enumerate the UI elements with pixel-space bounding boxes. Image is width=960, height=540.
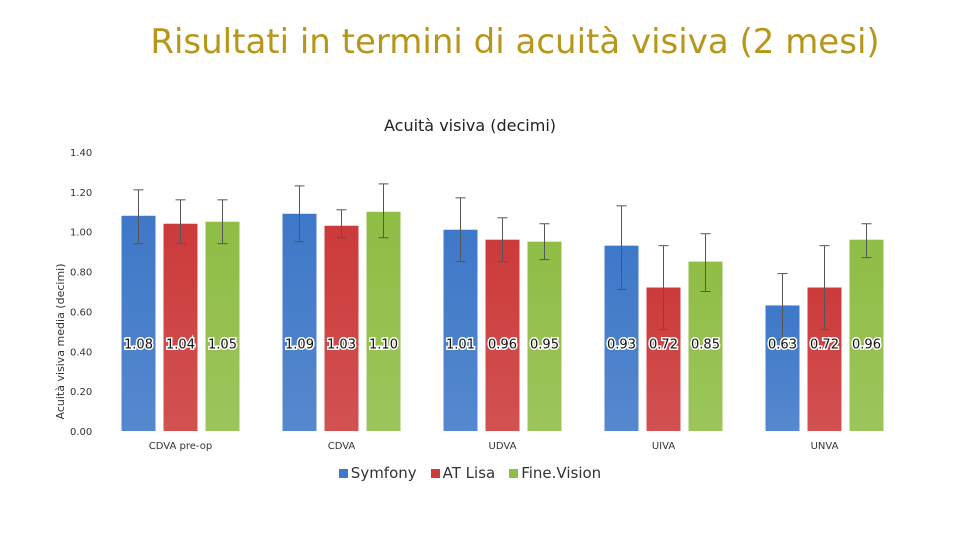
bar-fine-vision (849, 239, 884, 431)
x-category-label: UIVA (652, 441, 675, 452)
data-label: 0.72 (649, 337, 678, 352)
legend-label-at-lisa: AT Lisa (442, 464, 496, 482)
y-tick-label: 0.80 (70, 268, 92, 279)
data-label: 1.10 (369, 337, 398, 352)
y-tick-label: 0.00 (70, 427, 92, 438)
data-label: 0.63 (768, 337, 797, 352)
data-label: 1.05 (208, 337, 237, 352)
bar-symfony (443, 229, 478, 431)
y-tick-label: 1.20 (70, 188, 92, 199)
x-category-label: CDVA (328, 441, 356, 452)
chart-title: Acuità visiva (decimi) (383, 116, 557, 135)
legend-item-symfony: Symfony (338, 464, 417, 482)
data-label: 0.95 (530, 337, 559, 352)
y-tick-label: 0.60 (70, 307, 92, 318)
data-label: 1.01 (446, 337, 475, 352)
y-tick-label: 0.20 (70, 387, 92, 398)
slide-title: Risultati in termini di acuità visiva (2… (150, 22, 880, 62)
bar-symfony (282, 213, 317, 431)
y-tick-label: 0.40 (70, 347, 92, 358)
bar-fine-vision (527, 241, 562, 431)
data-label: 0.96 (852, 337, 881, 352)
bar-symfony (121, 215, 156, 431)
bar-at-lisa (485, 239, 520, 431)
data-label: 0.72 (810, 337, 839, 352)
data-label: 1.08 (124, 337, 153, 352)
bar-fine-vision (366, 211, 401, 431)
x-category-label: CDVA pre-op (149, 441, 212, 452)
legend-item-fine-vision: Fine.Vision (509, 464, 601, 482)
bar-at-lisa (324, 225, 359, 431)
data-label: 1.04 (166, 337, 195, 352)
data-label: 0.96 (488, 337, 517, 352)
x-category-label: UNVA (811, 441, 839, 452)
data-label: 1.09 (285, 337, 314, 352)
legend-label-symfony: Symfony (350, 464, 417, 482)
data-label: 1.03 (327, 337, 356, 352)
data-label: 0.93 (607, 337, 636, 352)
y-axis-title: Acuità visiva media (decimi) (54, 263, 67, 419)
y-tick-label: 1.00 (70, 228, 92, 239)
bar-at-lisa (163, 223, 198, 431)
legend-swatch-symfony (338, 468, 348, 478)
y-tick-label: 1.40 (70, 148, 92, 159)
chart-legend: Symfony AT Lisa Fine.Vision (0, 464, 940, 482)
bar-fine-vision (205, 221, 240, 431)
legend-swatch-at-lisa (430, 468, 440, 478)
x-category-label: UDVA (489, 441, 517, 452)
legend-item-at-lisa: AT Lisa (430, 464, 496, 482)
legend-swatch-fine-vision (509, 468, 519, 478)
legend-label-fine-vision: Fine.Vision (521, 464, 602, 482)
data-label: 0.85 (691, 337, 720, 352)
